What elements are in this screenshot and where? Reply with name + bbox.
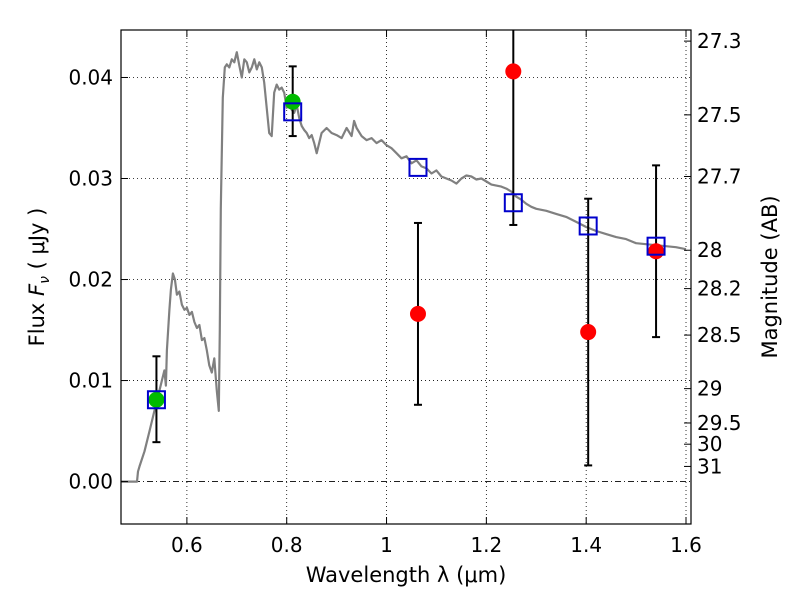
right-tick-label: 27.7 xyxy=(697,164,742,188)
green-data-point xyxy=(148,391,165,408)
grid-lines xyxy=(121,30,691,524)
right-axis-label: Magnitude (AB) xyxy=(758,195,782,358)
template-sed-curve xyxy=(121,51,687,483)
x-tick-label: 0.8 xyxy=(271,533,303,557)
plot-area xyxy=(121,30,687,483)
y-axis-label-prefix: Flux xyxy=(25,296,49,346)
x-tick-label: 1.2 xyxy=(470,533,502,557)
right-tick-label: 28.2 xyxy=(697,277,742,301)
y-axis-label-suffix: ( μJy ) xyxy=(25,208,49,276)
x-tick-label: 0.6 xyxy=(171,533,203,557)
red-data-point xyxy=(409,305,426,322)
red-data-point xyxy=(648,243,665,260)
y-tick-label: 0.03 xyxy=(68,167,113,191)
model-points xyxy=(146,102,666,410)
x-axis-label: Wavelength λ (μm) xyxy=(306,563,507,587)
error-bars xyxy=(152,30,661,467)
y-axis-label-symbol: F xyxy=(25,283,49,296)
x-tick-label: 1.6 xyxy=(670,533,702,557)
y-tick-label: 0.02 xyxy=(68,268,113,292)
red-data-point xyxy=(580,324,597,341)
model-square-marker xyxy=(503,193,523,213)
green-data-point xyxy=(284,93,301,110)
right-tick-label: 31 xyxy=(697,454,722,478)
x-tick-label: 1.4 xyxy=(570,533,602,557)
x-tick-label: 1 xyxy=(380,533,393,557)
model-square-marker xyxy=(408,157,428,177)
red-data-point xyxy=(505,63,522,80)
right-tick-label: 29 xyxy=(697,377,722,401)
model-square-marker xyxy=(646,236,666,256)
model-square-marker xyxy=(283,102,303,122)
model-square-marker xyxy=(578,216,598,236)
right-tick-label: 29.5 xyxy=(697,411,742,435)
x-axis-ticks: 0.6 0.8 1 1.2 1.4 1.6 xyxy=(171,30,702,557)
plot-frame xyxy=(120,29,692,525)
right-tick-label: 30 xyxy=(697,432,722,456)
y-tick-label: 0.01 xyxy=(68,369,113,393)
y-tick-label: 0.00 xyxy=(68,470,113,494)
right-tick-label: 28 xyxy=(697,238,722,262)
y-axis-label: Flux Fν ( μJy ) xyxy=(25,208,53,347)
y-tick-label: 0.04 xyxy=(68,65,113,89)
y-axis-label-subscript: ν xyxy=(37,276,53,284)
y-axis-ticks: 0.00 0.01 0.02 0.03 0.04 xyxy=(68,65,128,494)
right-tick-label: 27.5 xyxy=(697,103,742,127)
right-tick-label: 27.3 xyxy=(697,29,742,53)
model-square-marker xyxy=(146,390,166,410)
right-tick-label: 28.5 xyxy=(697,323,742,347)
